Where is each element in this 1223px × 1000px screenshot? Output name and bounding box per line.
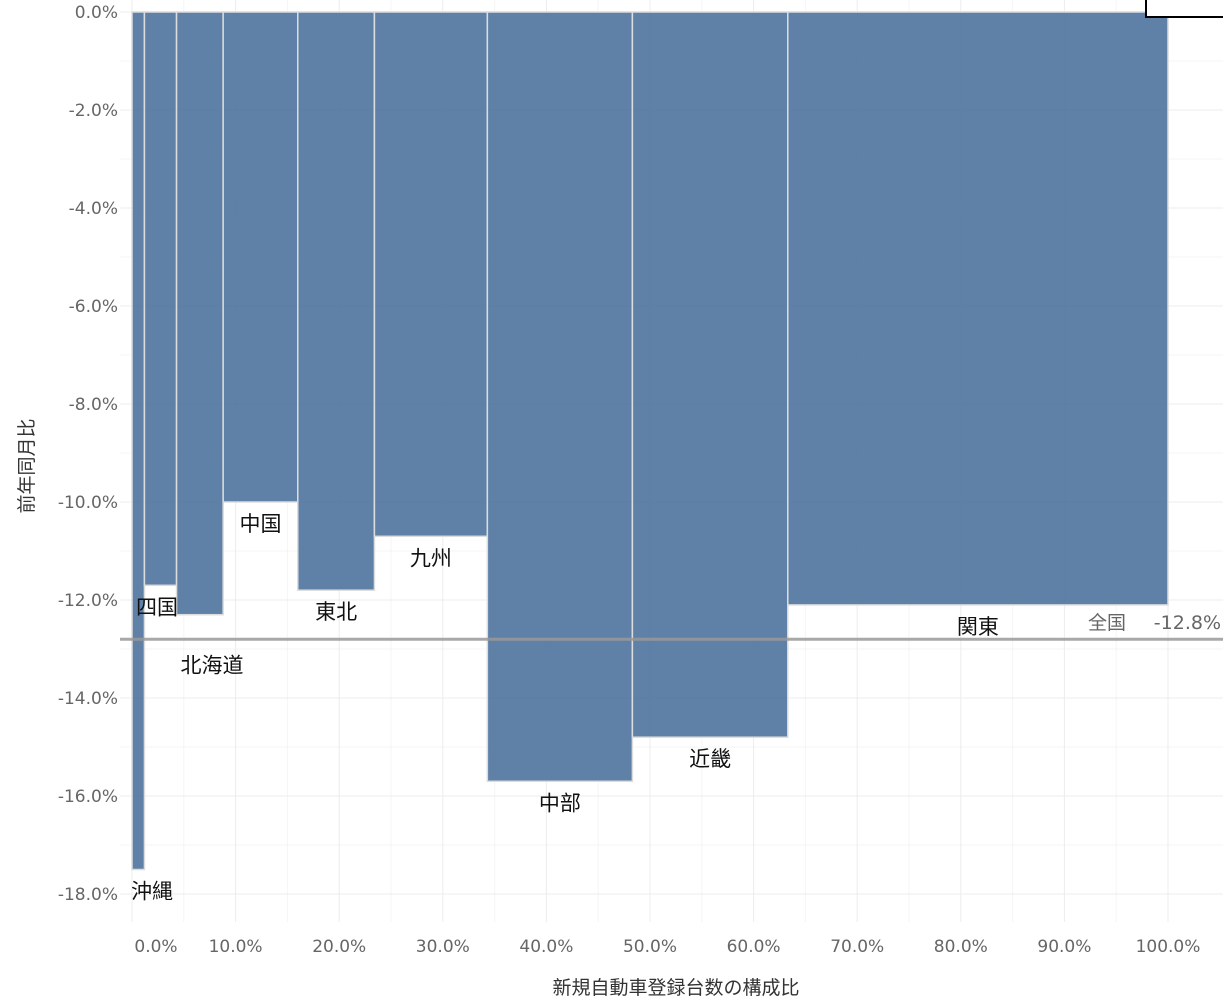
x-tick-label: 20.0% (312, 937, 366, 957)
reference-line-value: -12.8% (1154, 612, 1221, 634)
x-tick-label: 70.0% (830, 937, 884, 957)
x-tick-label: 80.0% (934, 937, 988, 957)
y-tick-label: -4.0% (69, 199, 118, 219)
bar-北海道 (175, 11, 224, 616)
region-label-関東: 関東 (957, 615, 999, 639)
bar-沖縄 (131, 11, 146, 871)
y-tick-label: -18.0% (58, 885, 118, 905)
bar-四国 (143, 11, 178, 587)
y-tick-label: -14.0% (58, 689, 118, 709)
x-tick-label: 40.0% (519, 937, 573, 957)
y-tick-labels: 0.0% -2.0% -4.0% -6.0% -8.0% -10.0% -12.0% -14.… (58, 3, 118, 905)
y-tick-label: -2.0% (69, 101, 118, 121)
bar-東北 (297, 11, 376, 591)
x-tick-label: 100.0% (1136, 937, 1201, 957)
x-tick-label: 10.0% (209, 937, 263, 957)
reference-line-label: 全国 (1088, 612, 1126, 634)
region-label-近畿: 近畿 (689, 747, 731, 771)
bar-近畿 (631, 11, 789, 738)
x-axis-title: 新規自動車登録台数の構成比 (552, 977, 799, 999)
x-tick-label: 90.0% (1037, 937, 1091, 957)
y-tick-label: -10.0% (58, 493, 118, 513)
x-tick-label: 0.0% (134, 937, 177, 957)
region-label-沖縄: 沖縄 (131, 880, 173, 904)
bar-九州 (373, 11, 489, 538)
y-tick-label: 0.0% (75, 3, 118, 23)
region-label-北海道: 北海道 (181, 654, 244, 678)
y-tick-label: -16.0% (58, 787, 118, 807)
region-label-中国: 中国 (239, 512, 281, 536)
x-tick-label: 50.0% (623, 937, 677, 957)
region-label-東北: 東北 (315, 600, 357, 624)
x-tick-labels: 0.0% 10.0% 20.0% 30.0% 40.0% 50.0% 60.0% 70.0% 8… (134, 937, 1200, 957)
x-tick-label: 60.0% (727, 937, 781, 957)
region-label-中部: 中部 (539, 791, 581, 815)
y-axis-title: 前年同月比 (16, 418, 38, 513)
x-tick-label: 30.0% (416, 937, 470, 957)
y-tick-label: -12.0% (58, 591, 118, 611)
region-label-四国: 四国 (136, 595, 178, 619)
bars (131, 11, 1169, 871)
legend-box-partial (1145, 0, 1223, 18)
y-tick-label: -8.0% (69, 395, 118, 415)
bar-中国 (222, 11, 299, 503)
bar-関東 (787, 11, 1169, 606)
region-label-九州: 九州 (410, 546, 452, 570)
y-tick-label: -6.0% (69, 297, 118, 317)
bar-中部 (486, 11, 634, 783)
